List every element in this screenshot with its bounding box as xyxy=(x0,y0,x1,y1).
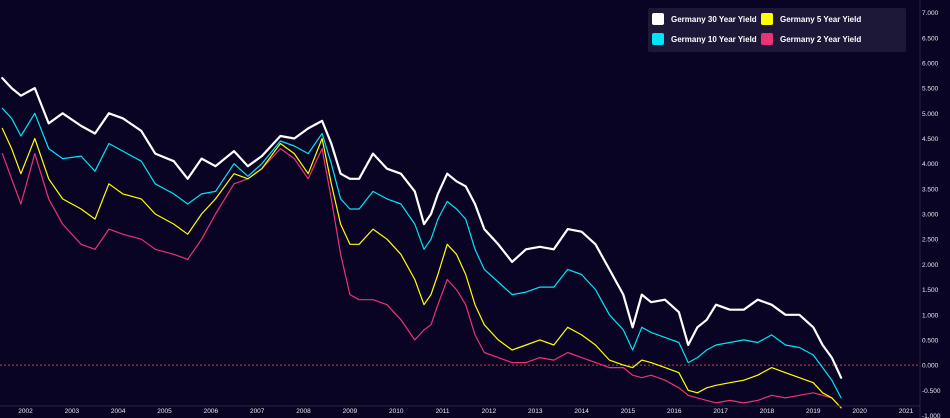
y-tick-label: 3.000 xyxy=(922,212,939,219)
y-tick-label: 3.500 xyxy=(922,186,939,193)
x-tick-label: 2011 xyxy=(436,408,450,415)
legend-swatch-5y xyxy=(761,13,773,25)
x-tick-label: 2008 xyxy=(296,408,311,415)
y-tick-label: 4.500 xyxy=(922,136,939,143)
x-tick-label: 2007 xyxy=(250,408,265,415)
y-tick-label: 7.000 xyxy=(922,10,939,17)
y-tick-label: 1.000 xyxy=(922,312,939,319)
x-tick-label: 2015 xyxy=(621,408,636,415)
x-tick-label: 2002 xyxy=(18,408,33,415)
series-line-10y xyxy=(1,107,842,399)
x-tick-label: 2009 xyxy=(343,408,358,415)
x-tick-label: 2005 xyxy=(157,408,172,415)
legend-swatch-2y xyxy=(761,33,773,45)
x-tick-label: 2004 xyxy=(111,408,126,415)
legend-swatch-10y xyxy=(652,33,664,45)
x-tick-label: 2019 xyxy=(806,408,821,415)
x-tick-label: 2003 xyxy=(65,408,80,415)
legend-item-10y[interactable]: Germany 10 Year Yield xyxy=(652,33,757,45)
y-axis: 7.000 6.500 6.000 5.500 5.000 4.500 4.000 3.500… xyxy=(919,0,941,418)
y-tick-label: 4.000 xyxy=(922,161,939,168)
y-tick-label: 0.500 xyxy=(922,337,939,344)
legend-label-2y: Germany 2 Year Yield xyxy=(780,34,862,44)
x-tick-label: 2006 xyxy=(204,408,219,415)
legend-item-5y[interactable]: Germany 5 Year Yield xyxy=(761,13,861,25)
x-tick-label: 2013 xyxy=(528,408,543,415)
y-tick-label: -0.500 xyxy=(922,388,941,395)
y-tick-label: 0.000 xyxy=(922,363,939,370)
series-line-5y xyxy=(1,127,842,409)
x-tick-label: 2020 xyxy=(852,408,867,415)
legend-item-2y[interactable]: Germany 2 Year Yield xyxy=(761,33,861,45)
x-tick-label: 2016 xyxy=(667,408,682,415)
legend-swatch-30y xyxy=(652,13,664,25)
x-tick-label: 2018 xyxy=(760,408,775,415)
x-tick-label: 2010 xyxy=(389,408,404,415)
x-tick-label: 2012 xyxy=(482,408,497,415)
y-tick-label: 1.500 xyxy=(922,287,939,294)
legend-label-5y: Germany 5 Year Yield xyxy=(780,14,862,24)
x-tick-label: 2021 xyxy=(899,408,914,415)
y-tick-label: -1.000 xyxy=(922,413,941,418)
y-tick-label: 2.000 xyxy=(922,262,939,269)
series-lines xyxy=(1,76,843,409)
y-tick-label: 5.500 xyxy=(922,86,939,93)
y-tick-label: 5.000 xyxy=(922,111,939,118)
x-tick-label: 2014 xyxy=(574,408,589,415)
y-tick-label: 6.500 xyxy=(922,35,939,42)
series-line-30y xyxy=(1,76,843,379)
y-tick-label: 6.000 xyxy=(922,60,939,67)
legend-label-30y: Germany 30 Year Yield xyxy=(671,14,757,24)
y-tick-label: 2.500 xyxy=(922,237,939,244)
series-line-2y xyxy=(1,148,842,409)
x-tick-label: 2017 xyxy=(713,408,728,415)
legend-label-10y: Germany 10 Year Yield xyxy=(671,34,757,44)
x-axis: 2002 2003 2004 2005 2006 2007 2008 2009 2010 2011… xyxy=(0,405,920,415)
legend-item-30y[interactable]: Germany 30 Year Yield xyxy=(652,13,757,25)
legend: Germany 30 Year Yield Germany 5 Year Yie… xyxy=(648,8,906,52)
